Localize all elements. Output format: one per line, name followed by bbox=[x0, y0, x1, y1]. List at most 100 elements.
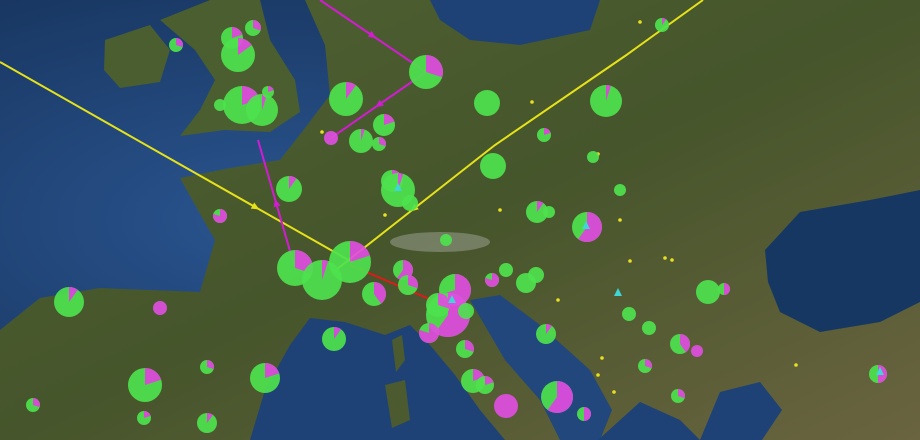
pie-slice-primary bbox=[696, 280, 720, 304]
location-point[interactable] bbox=[663, 256, 667, 260]
pie-slice-secondary bbox=[546, 324, 552, 334]
pie-slice-secondary bbox=[645, 359, 652, 369]
pie-marker[interactable] bbox=[200, 360, 214, 374]
location-point[interactable] bbox=[600, 356, 604, 360]
pie-slice-secondary bbox=[678, 389, 685, 399]
pie-marker[interactable] bbox=[329, 241, 371, 283]
pie-slice-secondary bbox=[176, 38, 183, 48]
pie-marker[interactable] bbox=[622, 307, 636, 321]
pie-marker[interactable] bbox=[153, 301, 167, 315]
pie-marker[interactable] bbox=[537, 128, 551, 142]
pie-marker[interactable] bbox=[322, 327, 346, 351]
pie-marker[interactable] bbox=[221, 38, 255, 72]
pie-marker[interactable] bbox=[476, 376, 494, 394]
location-point[interactable] bbox=[320, 130, 324, 134]
pie-marker[interactable] bbox=[499, 263, 513, 277]
pie-marker[interactable] bbox=[26, 398, 40, 412]
route-arrow-icon bbox=[375, 99, 384, 108]
pie-marker[interactable] bbox=[696, 280, 720, 304]
location-point[interactable] bbox=[556, 298, 560, 302]
pie-slice-secondary bbox=[69, 287, 78, 302]
location-point[interactable] bbox=[596, 373, 600, 377]
pie-marker[interactable] bbox=[485, 273, 499, 287]
pie-marker[interactable] bbox=[137, 411, 151, 425]
pie-marker[interactable] bbox=[169, 38, 183, 52]
pie-slice-secondary bbox=[584, 407, 591, 421]
pie-marker[interactable] bbox=[494, 394, 518, 418]
pie-marker[interactable] bbox=[577, 407, 591, 421]
pie-marker[interactable] bbox=[214, 99, 226, 111]
pie-marker[interactable] bbox=[197, 413, 217, 433]
location-point[interactable] bbox=[530, 100, 534, 104]
pie-marker[interactable] bbox=[536, 324, 556, 344]
pie-marker[interactable] bbox=[691, 345, 703, 357]
route-line[interactable] bbox=[0, 61, 353, 263]
pie-marker[interactable] bbox=[213, 209, 228, 223]
pie-marker[interactable] bbox=[329, 82, 363, 116]
pie-marker[interactable] bbox=[276, 176, 302, 202]
pie-marker[interactable] bbox=[250, 363, 280, 393]
pie-marker[interactable] bbox=[670, 334, 691, 354]
pie-marker[interactable] bbox=[480, 153, 506, 179]
pie-marker[interactable] bbox=[458, 303, 474, 319]
location-point[interactable] bbox=[638, 20, 642, 24]
pie-slice-secondary bbox=[265, 363, 280, 378]
pie-marker[interactable] bbox=[590, 85, 622, 117]
pie-marker[interactable] bbox=[440, 234, 452, 246]
pie-slice-secondary bbox=[485, 273, 499, 287]
pie-marker[interactable] bbox=[541, 381, 573, 414]
pie-marker[interactable] bbox=[718, 283, 730, 295]
pie-marker[interactable] bbox=[324, 131, 338, 145]
location-point[interactable] bbox=[618, 218, 622, 222]
location-point[interactable] bbox=[794, 363, 798, 367]
location-point[interactable] bbox=[670, 258, 674, 262]
route-arrow-icon bbox=[250, 202, 260, 210]
pie-marker[interactable] bbox=[54, 287, 84, 317]
pie-slice-secondary bbox=[544, 128, 551, 135]
pie-marker[interactable] bbox=[372, 137, 386, 151]
pie-marker[interactable] bbox=[543, 206, 555, 218]
pie-marker[interactable] bbox=[246, 94, 278, 126]
pie-slice-secondary bbox=[289, 176, 297, 189]
pie-marker[interactable] bbox=[474, 90, 500, 116]
location-point[interactable] bbox=[383, 213, 387, 217]
location-point[interactable] bbox=[498, 208, 502, 212]
pie-marker[interactable] bbox=[262, 86, 274, 98]
pie-marker[interactable] bbox=[128, 368, 162, 402]
triangle-marker-icon[interactable] bbox=[394, 183, 402, 191]
pie-slice-secondary bbox=[547, 381, 573, 414]
triangle-marker-icon[interactable] bbox=[876, 367, 884, 375]
pie-marker[interactable] bbox=[526, 201, 548, 223]
pie-marker[interactable] bbox=[245, 20, 261, 36]
pie-marker[interactable] bbox=[419, 323, 440, 343]
pie-marker[interactable] bbox=[528, 267, 544, 283]
pie-marker[interactable] bbox=[409, 55, 443, 89]
sea-layer bbox=[250, 0, 920, 440]
pie-marker[interactable] bbox=[362, 282, 387, 306]
pie-marker[interactable] bbox=[587, 151, 599, 163]
pie-marker[interactable] bbox=[402, 195, 418, 211]
location-point[interactable] bbox=[628, 259, 632, 263]
pie-marker[interactable] bbox=[398, 275, 418, 295]
location-point[interactable] bbox=[612, 390, 616, 394]
sea-ionian bbox=[598, 402, 700, 440]
pie-marker[interactable] bbox=[642, 321, 656, 335]
triangle-marker-icon[interactable] bbox=[582, 221, 590, 229]
pie-slice-secondary bbox=[33, 398, 40, 408]
pie-marker[interactable] bbox=[426, 293, 450, 317]
pie-slice-secondary bbox=[144, 411, 151, 418]
pie-marker[interactable] bbox=[456, 340, 474, 358]
pie-marker[interactable] bbox=[671, 389, 685, 403]
pie-marker[interactable] bbox=[349, 129, 373, 153]
triangle-marker-icon[interactable] bbox=[448, 295, 456, 303]
pie-slice-primary bbox=[458, 303, 474, 319]
pie-marker[interactable] bbox=[655, 18, 669, 32]
pie-marker[interactable] bbox=[373, 114, 395, 136]
pie-marker[interactable] bbox=[614, 184, 626, 196]
pie-slice-secondary bbox=[680, 334, 691, 353]
triangle-marker-icon[interactable] bbox=[614, 288, 622, 296]
sea-mediterranean bbox=[250, 318, 505, 440]
pie-marker[interactable] bbox=[638, 359, 652, 373]
